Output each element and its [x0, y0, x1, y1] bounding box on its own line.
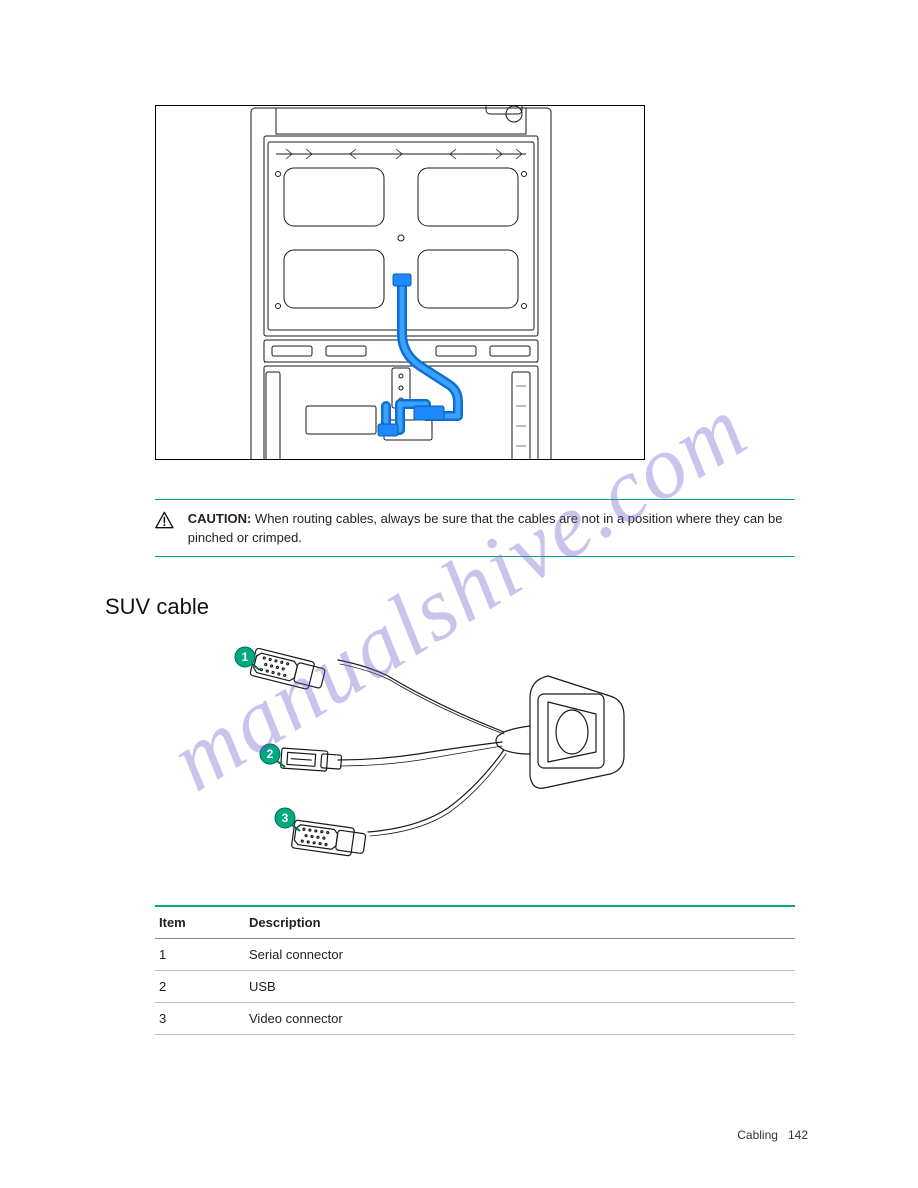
table-row: 1 Serial connector — [155, 939, 795, 971]
svg-text:3: 3 — [282, 811, 289, 825]
table-cell-desc: Serial connector — [245, 939, 795, 970]
suv-cable-svg: 1 2 3 — [218, 636, 638, 876]
page: manualshive.com — [0, 0, 918, 1188]
table-header-row: Item Description — [155, 905, 795, 939]
footer-page-number: 142 — [788, 1128, 808, 1142]
caution-body: When routing cables, always be sure that… — [188, 511, 783, 545]
figure-chassis-cable — [155, 105, 645, 460]
table-cell-desc: USB — [245, 971, 795, 1002]
caution-rule-bottom — [155, 556, 795, 557]
caution-text: CAUTION: When routing cables, always be … — [188, 510, 795, 548]
svg-text:2: 2 — [267, 747, 274, 761]
table-cell-item: 1 — [155, 939, 245, 970]
caution-block: CAUTION: When routing cables, always be … — [155, 499, 795, 557]
table-cell-item: 3 — [155, 1003, 245, 1034]
table-row: 2 USB — [155, 971, 795, 1003]
chassis-svg — [156, 106, 645, 460]
svg-text:1: 1 — [242, 650, 249, 664]
caution-label: CAUTION: — [188, 511, 252, 526]
table-row: 3 Video connector — [155, 1003, 795, 1035]
caution-icon — [155, 510, 174, 530]
footer-section: Cabling — [737, 1128, 778, 1142]
table-cell-item: 2 — [155, 971, 245, 1002]
figure-suv-cable: 1 2 3 — [218, 636, 638, 876]
callout-3: 3 — [275, 808, 300, 831]
table-header-item: Item — [155, 907, 245, 938]
table-header-desc: Description — [245, 907, 795, 938]
suv-table: Item Description 1 Serial connector 2 US… — [155, 905, 795, 1035]
suv-cable-heading: SUV cable — [105, 594, 209, 620]
page-footer: Cabling 142 — [0, 1128, 918, 1142]
table-cell-desc: Video connector — [245, 1003, 795, 1034]
